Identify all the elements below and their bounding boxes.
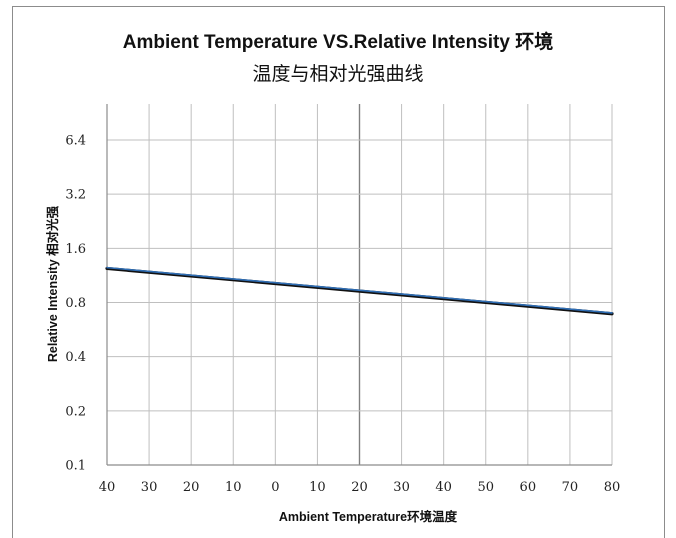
x-tick-label: 60 [520,480,537,495]
x-tick-label: 10 [225,480,242,495]
x-tick-label: 40 [99,480,116,495]
chart-frame [12,6,665,538]
x-tick-label: 30 [393,480,410,495]
y-tick-label: 0.1 [65,459,86,474]
y-axis-label: Relative Intensity 相对光强 [45,205,60,362]
x-tick-label: 70 [562,480,579,495]
y-tick-label: 0.2 [65,404,86,419]
x-tick-label: 20 [183,480,200,495]
x-tick-label: 40 [435,480,452,495]
series-layer [105,266,614,316]
x-tick-label: 80 [604,480,621,495]
y-tick-label: 6.4 [65,134,86,149]
x-axis-label: Ambient Temperature环境温度 [279,509,458,524]
y-tick-label: 0.4 [65,350,86,365]
x-tick-label: 10 [309,480,326,495]
grid-layer [106,104,613,466]
x-tick-label: 30 [141,480,158,495]
y-tick-label: 0.8 [65,296,86,311]
x-tick-label: 20 [351,480,368,495]
y-tick-label: 3.2 [65,188,86,203]
x-tick-label: 0 [271,480,279,495]
y-tick-label: 1.6 [65,242,86,257]
x-tick-label: 50 [477,480,494,495]
tick-layer: 40 30 20 10 0 10 20 30 40 50 60 70 80 0.1 0.2 0.4 0.8 1.6… [65,134,620,496]
series-line [106,266,613,314]
chart-title-line2: 温度与相对光强曲线 [252,63,423,85]
chart-title-line1: Ambient Temperature VS.Relative Intensit… [123,30,553,53]
